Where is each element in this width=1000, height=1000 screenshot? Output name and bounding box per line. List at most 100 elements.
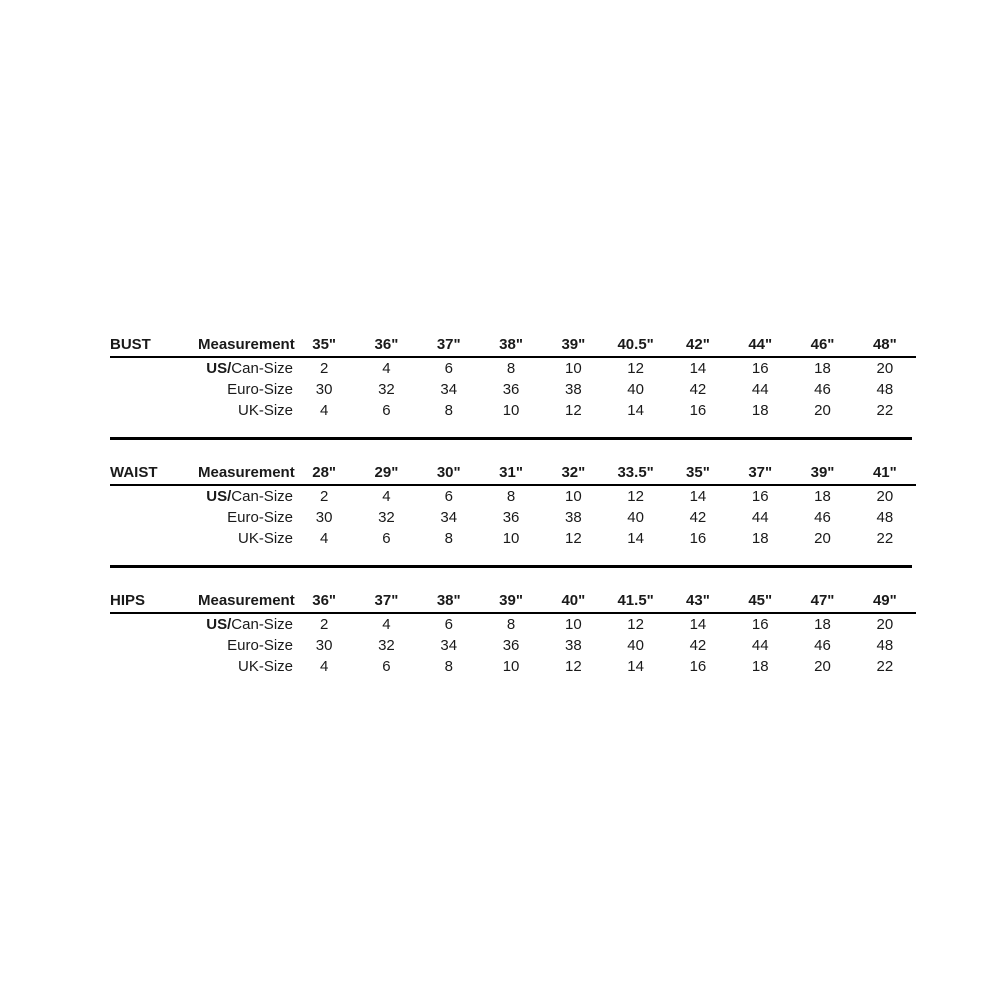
size-value: 12	[564, 658, 582, 675]
size-value: 18	[751, 658, 769, 675]
size-value: 46	[814, 637, 831, 654]
size-value: 12	[627, 360, 644, 377]
size-value: 16	[689, 530, 707, 547]
measurement-header: 38"	[417, 589, 480, 614]
measurement-header: 39"	[479, 589, 543, 614]
size-value: 22	[876, 402, 894, 419]
measurement-header: 46"	[791, 333, 854, 358]
size-value: 6	[444, 360, 453, 377]
measurement-header: 30"	[417, 461, 480, 486]
row-label: Euro-Size	[110, 379, 293, 400]
size-value: 2	[319, 616, 329, 633]
size-row: UK-Size 4 6 8 10 12 14 16 18 20 22	[110, 528, 916, 549]
size-chart: BUST Measurement 35" 36" 37" 38" 39" 40.5" 42"…	[110, 333, 916, 677]
size-value: 38	[564, 637, 582, 654]
measurement-header: 39"	[542, 333, 605, 358]
size-row: UK-Size 4 6 8 10 12 14 16 18 20 22	[110, 656, 916, 677]
size-value: 2	[319, 360, 329, 377]
measurement-header: 36"	[355, 333, 418, 358]
measurement-header: 35"	[666, 461, 730, 486]
size-value: 16	[751, 616, 769, 633]
row-label: US/Can-Size	[110, 357, 293, 379]
measurement-header: 37"	[729, 461, 792, 486]
row-label-text: Can-Size	[231, 360, 293, 377]
measurement-header: 42"	[666, 333, 730, 358]
size-row: Euro-Size 30 32 34 36 38 40 42 44 46 48	[110, 379, 916, 400]
row-label-text: Can-Size	[231, 616, 293, 633]
row-label-text: Can-Size	[231, 488, 293, 505]
size-value: 34	[440, 509, 458, 526]
size-value: 30	[315, 381, 333, 398]
measurement-header: 45"	[729, 589, 792, 614]
size-value: 6	[382, 530, 391, 547]
size-row: US/Can-Size 2 4 6 8 10 12 14 16 18 20	[110, 613, 916, 635]
size-value: 18	[751, 530, 769, 547]
size-value: 8	[506, 360, 516, 377]
section-divider	[110, 437, 912, 440]
header-row: BUST Measurement 35" 36" 37" 38" 39" 40.5" 42"…	[110, 333, 916, 358]
size-value: 20	[876, 360, 894, 377]
measurement-header: 37"	[417, 333, 480, 358]
measurement-header: 43"	[666, 589, 730, 614]
size-value: 18	[814, 488, 831, 505]
size-value: 10	[564, 488, 582, 505]
size-value: 48	[876, 637, 894, 654]
size-value: 10	[502, 530, 520, 547]
row-label: Euro-Size	[110, 635, 293, 656]
row-label-bold: US/	[206, 616, 232, 633]
measurement-header: 44"	[729, 333, 792, 358]
row-label: UK-Size	[110, 656, 293, 677]
header-row: WAIST Measurement 28" 29" 30" 31" 32" 33.5" 35…	[110, 461, 916, 486]
size-value: 6	[444, 488, 453, 505]
size-value: 16	[751, 488, 769, 505]
size-value: 8	[506, 488, 516, 505]
size-value: 22	[876, 530, 894, 547]
size-value: 46	[814, 509, 831, 526]
section-label: HIPS	[110, 589, 198, 614]
size-value: 4	[382, 360, 391, 377]
size-value: 10	[564, 360, 582, 377]
size-value: 30	[315, 509, 333, 526]
size-value: 34	[440, 637, 458, 654]
size-value: 8	[444, 402, 453, 419]
size-value: 10	[502, 658, 520, 675]
size-value: 6	[382, 658, 391, 675]
size-value: 20	[876, 488, 894, 505]
size-value: 8	[506, 616, 516, 633]
size-value: 14	[627, 402, 644, 419]
row-label-text: Euro-Size	[227, 637, 293, 654]
row-label-text: UK-Size	[237, 402, 293, 419]
size-value: 18	[751, 402, 769, 419]
size-value: 48	[876, 381, 894, 398]
measurement-header: 29"	[355, 461, 418, 486]
size-value: 32	[378, 381, 395, 398]
measurement-header: 41"	[853, 461, 916, 486]
size-value: 14	[689, 616, 707, 633]
size-value: 14	[689, 360, 707, 377]
section-label: WAIST	[110, 461, 198, 486]
row-label: UK-Size	[110, 400, 293, 421]
size-value: 12	[564, 402, 582, 419]
size-value: 2	[319, 488, 329, 505]
size-value: 10	[502, 402, 520, 419]
section-label: BUST	[110, 333, 198, 358]
size-row: US/Can-Size 2 4 6 8 10 12 14 16 18 20	[110, 485, 916, 507]
size-section-table: HIPS Measurement 36" 37" 38" 39" 40" 41.5" 43"…	[110, 589, 916, 677]
size-value: 20	[814, 658, 831, 675]
measurement-header: 47"	[791, 589, 854, 614]
size-value: 12	[627, 488, 644, 505]
measurement-header: 37"	[355, 589, 418, 614]
size-row: UK-Size 4 6 8 10 12 14 16 18 20 22	[110, 400, 916, 421]
size-value: 22	[876, 658, 894, 675]
measurement-header: 40.5"	[604, 333, 667, 358]
size-section-table: BUST Measurement 35" 36" 37" 38" 39" 40.5" 42"…	[110, 333, 916, 421]
measurement-header: 38"	[479, 333, 543, 358]
size-value: 36	[502, 637, 520, 654]
size-value: 4	[382, 488, 391, 505]
size-value: 20	[814, 530, 831, 547]
size-value: 4	[319, 658, 329, 675]
section-divider	[110, 565, 912, 568]
size-value: 12	[627, 616, 644, 633]
size-value: 48	[876, 509, 894, 526]
